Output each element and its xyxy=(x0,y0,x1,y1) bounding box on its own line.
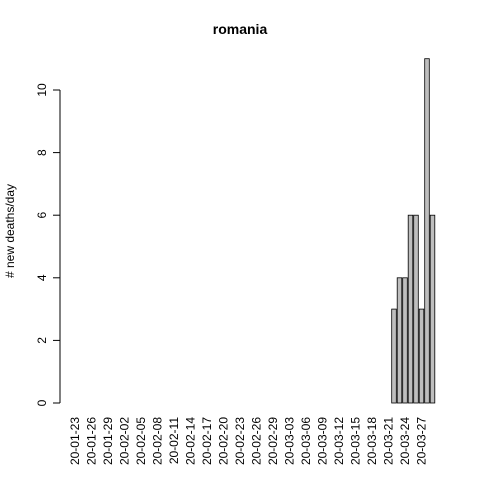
x-tick-label: 20-02-14 xyxy=(184,417,198,465)
bar xyxy=(424,58,430,404)
x-tick-label: 20-03-18 xyxy=(365,417,379,465)
bar xyxy=(391,308,397,404)
bar xyxy=(402,277,408,404)
x-tick-label: 20-02-29 xyxy=(266,417,280,465)
x-tick-label: 20-02-11 xyxy=(167,417,181,464)
x-tick-label: 20-03-27 xyxy=(415,417,429,465)
bar xyxy=(407,214,414,404)
x-tick-label: 20-02-05 xyxy=(134,417,148,465)
x-tick-label: 20-02-17 xyxy=(200,417,214,465)
x-tick-label: 20-01-23 xyxy=(68,417,82,465)
y-tick-label: 4 xyxy=(35,274,49,281)
x-tick-label: 20-02-02 xyxy=(118,417,132,465)
y-tick-label: 0 xyxy=(35,399,49,406)
x-tick-label: 20-01-26 xyxy=(85,417,99,465)
bar xyxy=(429,214,436,404)
x-tick-label: 20-03-12 xyxy=(332,417,346,465)
y-tick-label: 8 xyxy=(35,149,49,156)
x-tick-label: 20-02-20 xyxy=(217,417,231,465)
y-tick-label: 10 xyxy=(35,83,49,97)
x-tick-label: 20-02-26 xyxy=(250,417,264,465)
x-tick-label: 20-03-06 xyxy=(299,417,313,465)
x-tick-label: 20-01-29 xyxy=(101,417,115,465)
y-axis-label: # new deaths/day xyxy=(3,184,17,278)
y-tick-label: 6 xyxy=(35,212,49,219)
x-tick-label: 20-03-15 xyxy=(349,417,363,465)
bar xyxy=(413,214,419,404)
x-tick-label: 20-02-08 xyxy=(151,417,165,465)
x-tick-label: 20-03-03 xyxy=(283,417,297,465)
chart-title: romania xyxy=(213,21,268,37)
bar xyxy=(418,308,425,404)
x-tick-label: 20-03-09 xyxy=(316,417,330,465)
x-tick-label: 20-03-24 xyxy=(398,417,412,465)
x-tick-label: 20-03-21 xyxy=(382,417,396,465)
bar xyxy=(396,277,403,404)
x-tick-label: 20-02-23 xyxy=(233,417,247,465)
y-tick-label: 2 xyxy=(35,337,49,344)
